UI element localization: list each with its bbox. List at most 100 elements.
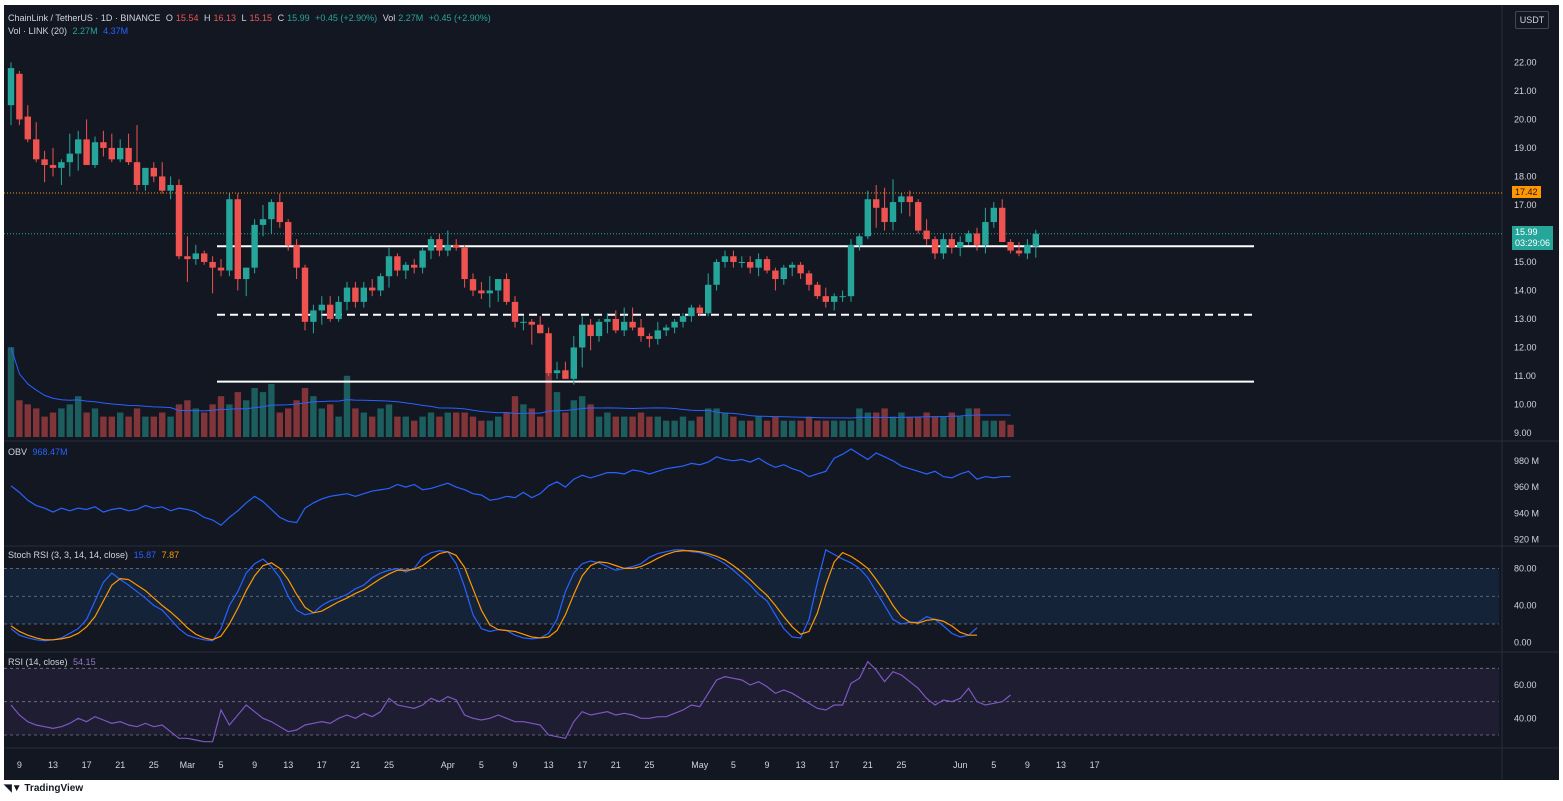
candle-body xyxy=(478,290,485,294)
candle xyxy=(41,150,48,183)
candle xyxy=(847,239,855,302)
volume-bar xyxy=(637,412,645,437)
candle-body xyxy=(444,244,451,251)
volume-bar xyxy=(990,420,997,437)
close-value: 15.99 xyxy=(287,13,310,23)
candle-body xyxy=(663,327,670,331)
candle xyxy=(402,261,409,280)
candle xyxy=(831,293,838,311)
candle-body xyxy=(125,147,132,163)
volume-bar xyxy=(629,416,636,437)
volume-bar xyxy=(175,404,183,437)
bar-countdown: 03:29:06 xyxy=(1515,237,1551,248)
candle-body xyxy=(419,250,426,268)
volume-bar xyxy=(385,404,393,437)
candle xyxy=(814,281,821,300)
level-price-badge: 17.42 xyxy=(1512,185,1541,198)
candle xyxy=(360,281,367,308)
candle xyxy=(209,256,216,294)
candle-body xyxy=(805,273,813,285)
candle xyxy=(780,264,787,285)
volume-bar xyxy=(49,412,57,437)
stoch-label[interactable]: Stoch RSI (3, 3, 14, 14, close) xyxy=(8,550,129,560)
obv-tick-label: 940 M xyxy=(1514,508,1539,518)
time-tick-label: 25 xyxy=(149,760,159,770)
candle-body xyxy=(217,267,225,271)
candle xyxy=(511,296,519,328)
obv-label[interactable]: OBV xyxy=(8,447,28,457)
volume-bar xyxy=(7,347,15,437)
volume-bar xyxy=(562,412,569,437)
candle-body xyxy=(259,219,267,225)
volume-bar xyxy=(318,408,325,437)
candle-body xyxy=(973,233,981,245)
candle xyxy=(7,62,15,126)
volume-bar xyxy=(772,416,779,437)
candle xyxy=(654,321,661,345)
candle xyxy=(461,244,468,288)
brand-logo[interactable]: ◥▼ TradingView xyxy=(4,783,83,794)
chart-canvas[interactable]: 22.0021.0020.0019.0018.0017.0016.0015.00… xyxy=(4,5,1559,780)
vol-label: Vol xyxy=(382,13,396,23)
rsi-tick-label: 40.00 xyxy=(1514,713,1537,723)
candle xyxy=(478,281,485,300)
candle xyxy=(167,176,174,200)
volume-bar xyxy=(545,371,552,437)
candle-body xyxy=(747,261,754,268)
candle xyxy=(201,250,208,265)
brand-name: TradingView xyxy=(24,783,84,794)
volume-bar xyxy=(268,383,275,437)
candle-body xyxy=(1015,250,1023,254)
volume-indicator-value: 2.27M xyxy=(72,26,98,36)
volume-bar xyxy=(293,400,300,437)
rsi-line xyxy=(10,660,1011,743)
volume-bar xyxy=(982,420,989,437)
candle xyxy=(427,236,435,260)
candle xyxy=(453,239,460,251)
volume-bar xyxy=(646,416,653,437)
candle-body xyxy=(856,236,863,245)
obv-legend: OBV 968.47M xyxy=(8,447,71,457)
volume-bar xyxy=(881,408,888,437)
time-tick-label: 13 xyxy=(283,760,293,770)
candle xyxy=(301,264,309,331)
candle-body xyxy=(948,239,955,248)
open-value: 15.54 xyxy=(175,13,199,23)
rsi-band xyxy=(4,668,1499,735)
high-value: 16.13 xyxy=(213,13,236,23)
candle xyxy=(646,333,653,348)
candle xyxy=(234,193,241,291)
candle-body xyxy=(831,296,838,302)
time-tick-label: 21 xyxy=(863,760,873,770)
rsi-label[interactable]: RSI (14, close) xyxy=(8,657,68,667)
candle-body xyxy=(721,256,729,262)
volume-bar xyxy=(217,396,225,437)
time-tick-label: 5 xyxy=(731,760,736,770)
trading-chart[interactable]: 22.0021.0020.0019.0018.0017.0016.0015.00… xyxy=(4,5,1559,780)
candle xyxy=(595,318,603,342)
time-tick-label: 13 xyxy=(1056,760,1066,770)
change-value: +0.45 (+2.90%) xyxy=(315,13,378,23)
rsi-value: 54.15 xyxy=(73,657,96,667)
time-tick-label: May xyxy=(691,760,709,770)
volume-bar xyxy=(898,412,905,437)
symbol-title[interactable]: ChainLink / TetherUS · 1D · BINANCE xyxy=(8,13,161,23)
candle-body xyxy=(923,230,930,240)
candle xyxy=(721,250,729,268)
candle xyxy=(175,179,183,260)
candle xyxy=(889,179,897,231)
currency-button[interactable]: USDT xyxy=(1515,11,1549,29)
candle xyxy=(629,307,636,331)
volume-bar xyxy=(41,416,48,437)
candle xyxy=(217,259,225,277)
candle-body xyxy=(637,327,645,337)
candle-body xyxy=(469,279,477,291)
volume-bar xyxy=(604,412,611,437)
candle-body xyxy=(797,264,804,274)
volume-bar xyxy=(688,420,695,437)
candle-body xyxy=(839,296,846,298)
time-tick-label: 5 xyxy=(479,760,484,770)
candle-body xyxy=(243,267,250,280)
volume-indicator-label[interactable]: Vol · LINK (20) xyxy=(8,26,68,36)
volume-bar xyxy=(579,396,586,437)
